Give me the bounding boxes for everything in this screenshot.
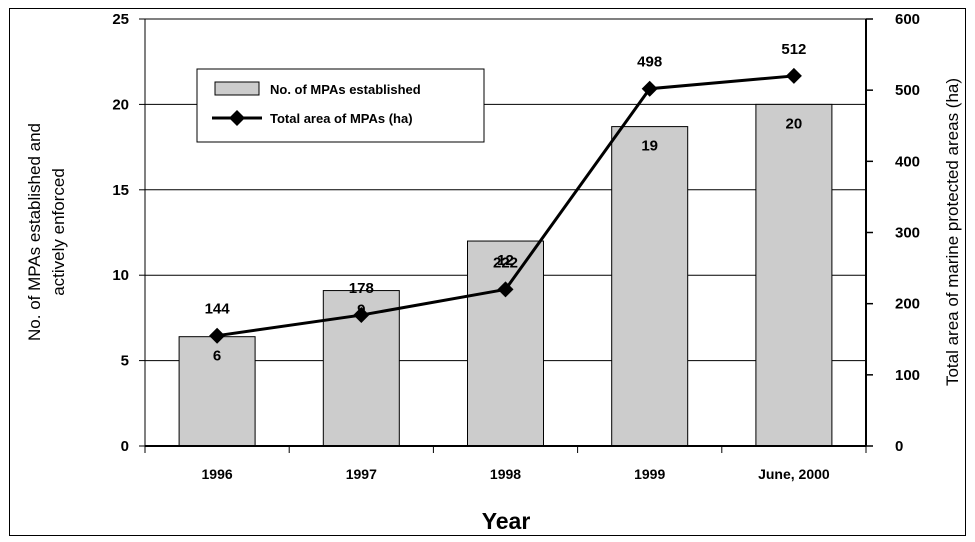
bar-2: [467, 240, 544, 447]
right-tick-label: 200: [895, 296, 920, 313]
legend-box: [196, 68, 485, 143]
axis-titles: Year No. of MPAs established and actively…: [25, 78, 962, 534]
left-tick-label: 5: [121, 353, 129, 370]
line-point-2: [497, 281, 514, 298]
line-point-3: [641, 80, 658, 97]
line-label-4: 512: [781, 41, 806, 58]
left-axis-title-line: actively enforced: [49, 168, 68, 296]
right-axis: 0 100 200 300 400 500 600: [866, 11, 920, 455]
x-tick-label: 1997: [346, 466, 377, 482]
line-point-1: [353, 307, 370, 324]
x-tick-label: June, 2000: [758, 466, 830, 482]
right-tick-label: 400: [895, 153, 920, 170]
bar-4: [755, 103, 833, 447]
x-tick-label: 1999: [634, 466, 665, 482]
left-tick-label: 15: [112, 182, 129, 199]
legend-swatch-marker: [229, 110, 245, 126]
bar-label-3: 19: [641, 138, 658, 155]
right-tick-label: 500: [895, 82, 920, 99]
left-tick-label: 0: [121, 438, 129, 455]
right-axis-title: Total area of marine protected areas (ha…: [943, 78, 962, 386]
right-tick-label: 600: [895, 11, 920, 28]
line-point-0: [209, 327, 226, 344]
line-point-4: [785, 67, 802, 84]
line-label-0: 144: [205, 301, 231, 318]
left-axis: 0 5 10 15 20 25: [112, 11, 145, 455]
bar-label-4: 20: [786, 115, 803, 132]
bar-3: [611, 126, 689, 447]
right-tick-label: 300: [895, 225, 920, 242]
x-tick-label: 1996: [202, 466, 233, 482]
chart-frame: [9, 8, 966, 536]
x-axis-title: Year: [482, 508, 531, 534]
left-axis-title-line: No. of MPAs established and: [25, 123, 44, 341]
x-axis: 1996 1997 1998 1999 June, 2000: [144, 446, 867, 482]
left-tick-label: 25: [112, 11, 129, 28]
bar-label-0: 6: [213, 348, 221, 365]
line-label-2: 222: [493, 254, 518, 271]
legend-label-bar: No. of MPAs established: [270, 82, 421, 97]
line-label-3: 498: [637, 54, 662, 71]
left-axis-title: No. of MPAs established and actively enfo…: [25, 123, 68, 341]
left-tick-label: 10: [112, 267, 129, 284]
line-series: 144 178 222 498 512: [205, 41, 806, 344]
line-label-1: 178: [349, 280, 374, 297]
legend-swatch-bar: [214, 81, 260, 96]
x-tick-label: 1998: [490, 466, 521, 482]
legend-label-line: Total area of MPAs (ha): [270, 111, 413, 126]
bar-0: [178, 336, 256, 447]
legend: No. of MPAs established Total area of MPA…: [196, 68, 485, 143]
right-tick-label: 100: [895, 367, 920, 384]
bar-label-2: 12: [497, 252, 514, 269]
right-tick-label: 0: [895, 438, 903, 455]
left-tick-label: 20: [112, 96, 129, 113]
